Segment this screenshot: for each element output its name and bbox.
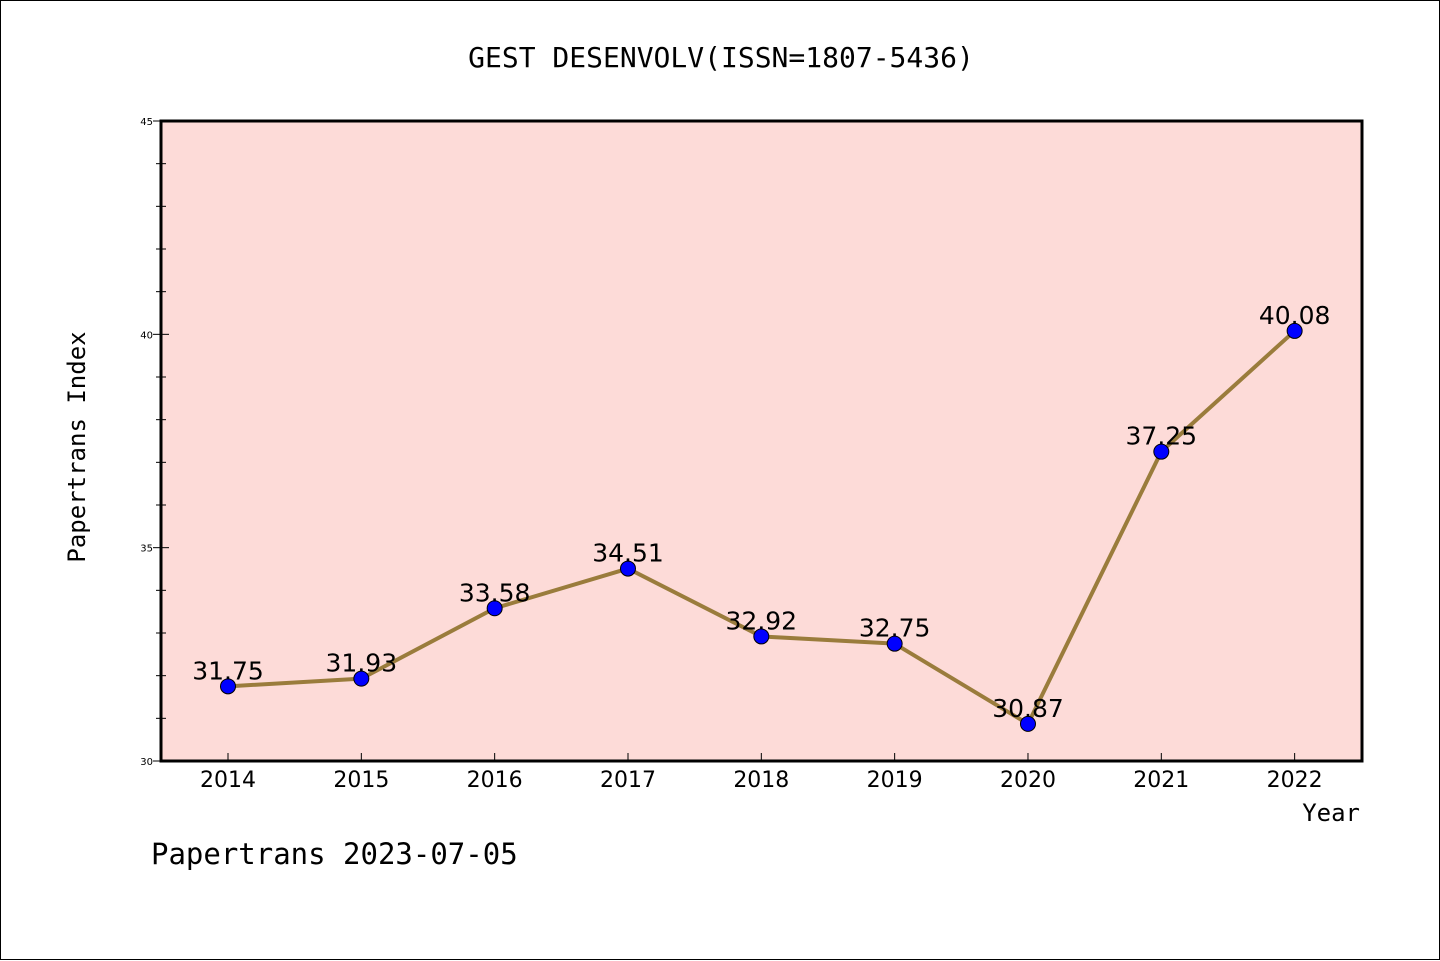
data-label: 34.51 [592, 539, 664, 568]
x-tick-label: 2021 [1133, 768, 1189, 793]
data-label: 32.75 [859, 614, 931, 643]
x-tick-label: 2016 [467, 768, 523, 793]
y-tick-label: 40 [140, 330, 153, 341]
plot-area [159, 119, 1364, 763]
x-tick-label: 2018 [733, 768, 789, 793]
data-point [353, 670, 370, 687]
y-axis: 30 35 40 45 [140, 117, 169, 768]
x-axis-label: Year [1302, 799, 1360, 827]
x-axis: 2014 2015 2016 2017 2018 2019 2020 2021 2022 [200, 753, 1323, 793]
data-label: 30.87 [992, 694, 1064, 723]
data-label: 32.92 [726, 606, 798, 635]
x-tick-label: 2015 [333, 768, 389, 793]
data-label: 37.25 [1126, 422, 1198, 451]
data-point [619, 560, 636, 577]
y-tick-label: 30 [140, 757, 153, 768]
data-point [1153, 443, 1170, 460]
data-label: 33.58 [459, 578, 531, 607]
x-tick-label: 2022 [1267, 768, 1323, 793]
footer-text: Papertrans 2023-07-05 [151, 837, 518, 871]
data-point [753, 628, 770, 645]
x-tick-label: 2017 [600, 768, 656, 793]
data-label: 40.08 [1259, 301, 1331, 330]
data-label: 31.75 [192, 656, 264, 685]
x-tick-label: 2019 [867, 768, 923, 793]
data-point [886, 635, 903, 652]
data-label: 31.93 [326, 649, 398, 678]
x-tick-label: 2020 [1000, 768, 1056, 793]
series-layer: 31.75 31.93 33.58 34.51 32.92 32.75 30.87 37.25… [192, 301, 1331, 732]
y-axis-label: Papertrans Index [63, 331, 91, 562]
x-tick-label: 2014 [200, 768, 256, 793]
data-point [486, 600, 503, 617]
y-tick-label: 45 [140, 117, 153, 128]
data-point [1019, 715, 1036, 732]
data-point [1286, 322, 1303, 339]
y-tick-label: 35 [140, 544, 153, 555]
chart-title: GEST DESENVOLV(ISSN=1807-5436) [468, 41, 974, 74]
data-point [220, 678, 236, 695]
